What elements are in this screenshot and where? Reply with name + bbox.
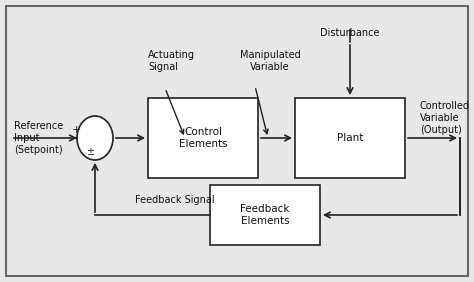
Bar: [148, 98, 258, 178]
Bar: [295, 98, 405, 178]
Text: Feedback
Elements: Feedback Elements: [240, 204, 290, 226]
Text: +: +: [71, 125, 81, 135]
Text: Control
Elements: Control Elements: [179, 127, 228, 149]
Text: Feedback Signal: Feedback Signal: [135, 195, 215, 205]
Ellipse shape: [77, 116, 113, 160]
Text: Controlled
Variable
(Output): Controlled Variable (Output): [420, 102, 470, 135]
Text: ±: ±: [86, 147, 94, 157]
Text: Disturbance: Disturbance: [320, 28, 380, 38]
Text: Manipulated
Variable: Manipulated Variable: [240, 50, 301, 72]
Bar: [210, 185, 320, 245]
Text: Plant: Plant: [337, 133, 363, 143]
Text: Reference
Input
(Setpoint): Reference Input (Setpoint): [14, 121, 63, 155]
Text: Actuating
Signal: Actuating Signal: [148, 50, 195, 72]
